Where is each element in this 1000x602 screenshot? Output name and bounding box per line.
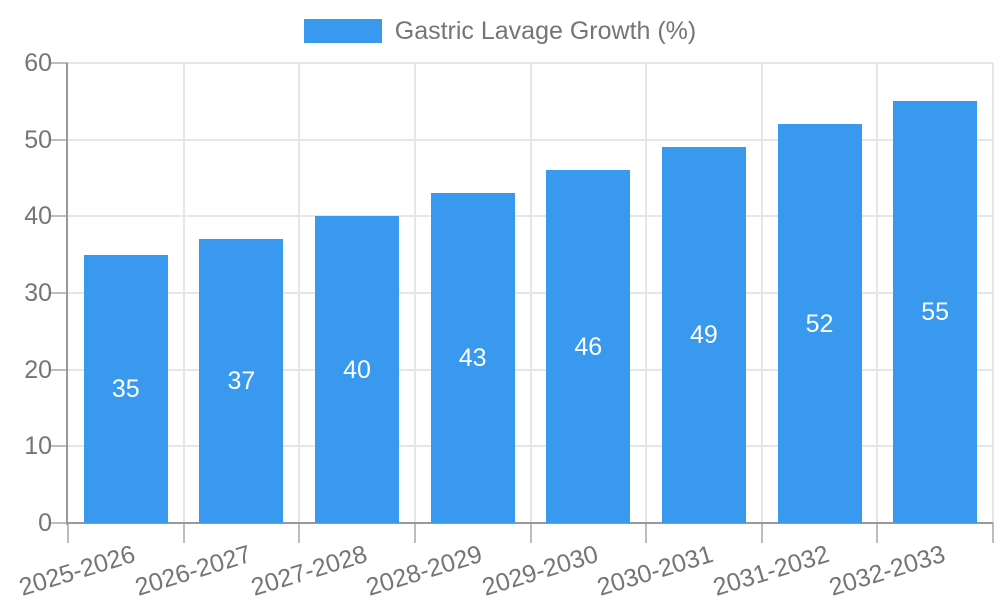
y-axis-tick [50, 368, 68, 371]
y-axis-tick [50, 215, 68, 218]
y-tick-label: 10 [24, 432, 52, 461]
y-axis-tick [50, 445, 68, 448]
bar [83, 254, 168, 523]
vertical-gridline [298, 63, 301, 523]
y-axis-tick [50, 522, 68, 524]
x-axis-tick [760, 523, 763, 543]
vertical-gridline [760, 63, 763, 523]
bar [546, 170, 631, 523]
bar [199, 239, 284, 523]
x-tick-label: 2026-2027 [131, 540, 255, 602]
vertical-gridline [876, 63, 879, 523]
y-tick-label: 30 [24, 279, 52, 307]
x-axis-tick [645, 523, 648, 543]
bar-value-label: 49 [690, 321, 718, 350]
y-tick-label: 0 [38, 509, 52, 537]
vertical-gridline [413, 63, 416, 523]
bar-value-label: 52 [805, 309, 834, 338]
x-axis-tick [992, 523, 994, 543]
y-axis-tick [50, 292, 68, 294]
x-tick-label: 2025-2026 [16, 540, 139, 602]
x-tick-label: 2029-2030 [478, 540, 602, 602]
bar-value-label: 43 [458, 344, 487, 373]
bar-value-label: 37 [227, 367, 256, 396]
bar [893, 101, 978, 523]
bar-value-label: 46 [574, 332, 603, 361]
x-tick-label: 2031-2032 [709, 540, 833, 602]
y-axis-tick [50, 138, 68, 141]
bar [315, 216, 400, 523]
x-tick-label: 2030-2031 [594, 540, 717, 602]
y-tick-label: 40 [24, 202, 52, 231]
bar [430, 193, 515, 523]
x-axis-tick [298, 523, 301, 543]
chart-legend[interactable]: Gastric Lavage Growth (%) [0, 16, 1000, 46]
vertical-gridline [992, 63, 994, 523]
vertical-gridline [182, 63, 185, 523]
y-axis-line [66, 63, 68, 525]
bar [777, 124, 862, 523]
vertical-gridline [645, 63, 648, 523]
x-tick-label: 2028-2029 [363, 540, 486, 602]
y-tick-label: 50 [24, 125, 52, 154]
bar-value-label: 40 [343, 355, 371, 384]
bar-value-label: 35 [111, 374, 140, 403]
bar-value-label: 55 [921, 298, 950, 327]
x-axis-tick [67, 523, 69, 543]
x-axis-tick [182, 523, 185, 543]
x-tick-label: 2027-2028 [247, 540, 370, 602]
y-tick-label: 20 [24, 355, 52, 384]
vertical-gridline [529, 63, 532, 523]
bar [661, 147, 746, 523]
legend-swatch-icon [303, 19, 382, 43]
y-tick-label: 60 [24, 49, 52, 77]
x-tick-label: 2032-2033 [825, 540, 949, 602]
x-axis-line [68, 522, 993, 524]
x-axis-tick [876, 523, 879, 543]
y-axis-tick [50, 62, 68, 64]
x-axis-tick [413, 523, 416, 543]
x-axis-tick [529, 523, 532, 543]
legend-label: Gastric Lavage Growth (%) [394, 17, 697, 45]
